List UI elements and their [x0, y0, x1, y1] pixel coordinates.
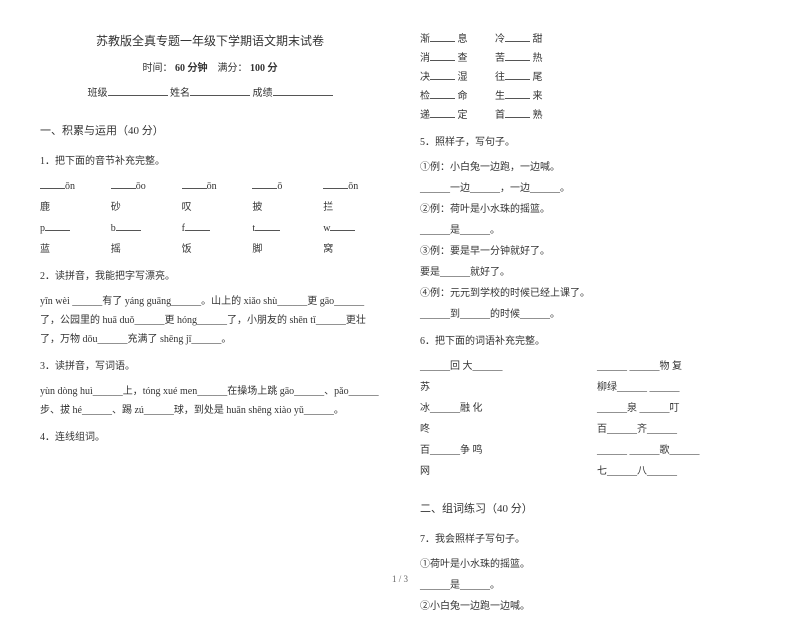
student-info: 班级 姓名 成绩 [40, 84, 380, 103]
section1-heading: 一、积累与运用（40 分） [40, 121, 380, 142]
q1-title: 1．把下面的音节补充完整。 [40, 152, 380, 171]
q4-title: 4．连线组词。 [40, 428, 380, 447]
grade-label: 成绩 [253, 88, 273, 99]
q6-row: ______回 大____________ ______物 复 [420, 357, 760, 376]
q2-text: yīn wèi ______有了 yáng guāng______。山上的 xi… [40, 292, 380, 349]
q7-title: 7．我会照样子写句子。 [420, 530, 760, 549]
exam-meta: 时间： 60 分钟 满分： 100 分 [40, 59, 380, 78]
q6-row: 冰______融 化______泉 ______叮 [420, 399, 760, 418]
exam-title: 苏教版全真专题一年级下学期语文期末试卷 [40, 30, 380, 53]
page-number: 1 / 3 [0, 574, 800, 584]
name-label: 姓名 [170, 88, 190, 99]
pair-grid: 渐 息 冷 甜 [420, 30, 760, 49]
q1-row2: 鹿 砂 叹 披 拦 [40, 198, 380, 217]
class-blank [108, 85, 168, 96]
time-label: 时间： [143, 63, 173, 74]
q2-title: 2．读拼音，我能把字写漂亮。 [40, 267, 380, 286]
time-value: 60 分钟 [175, 63, 208, 74]
grade-blank [273, 85, 333, 96]
class-label: 班级 [88, 88, 108, 99]
q5-title: 5．照样子，写句子。 [420, 133, 760, 152]
q3-title: 3．读拼音，写词语。 [40, 357, 380, 376]
q6-title: 6．把下面的词语补充完整。 [420, 332, 760, 351]
q1-row3: p b f t w [40, 219, 380, 238]
left-column: 苏教版全真专题一年级下学期语文期末试卷 时间： 60 分钟 满分： 100 分 … [40, 30, 380, 618]
q3-text: yùn dòng huì______上，tóng xué men______在操… [40, 382, 380, 420]
q6-row: 苏柳绿______ ______ [420, 378, 760, 397]
score-value: 100 分 [250, 63, 278, 74]
q1-row1: ōn ōo ōn ō ōn [40, 177, 380, 196]
name-blank [190, 85, 250, 96]
q1-row4: 蓝 摇 饭 脚 窝 [40, 240, 380, 259]
q6-row: 咚百______齐______ [420, 420, 760, 439]
exam-page: 苏教版全真专题一年级下学期语文期末试卷 时间： 60 分钟 满分： 100 分 … [0, 0, 800, 628]
right-column: 渐 息 冷 甜 消 查 苦 热 决 湿 往 尾 检 命 生 来 递 定 首 熟 … [420, 30, 760, 618]
q6-row: 百______争 鸣______ ______歌______ [420, 441, 760, 460]
score-label: 满分： [218, 63, 248, 74]
section2-heading: 二、组词练习（40 分） [420, 499, 760, 520]
q6-row: 网七______八______ [420, 462, 760, 481]
